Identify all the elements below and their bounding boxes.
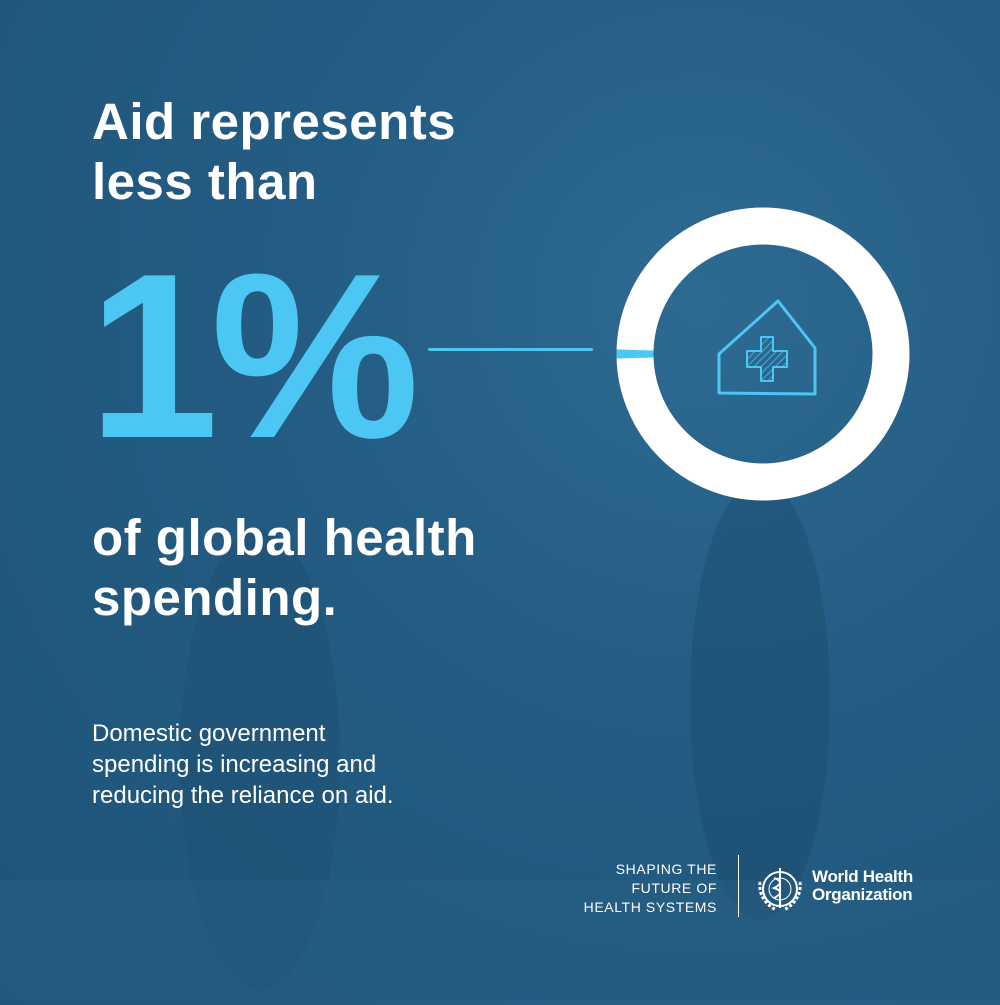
tagline: SHAPING THE FUTURE OF HEALTH SYSTEMS: [584, 860, 717, 917]
headline: Aid represents less than: [92, 92, 456, 212]
footer-divider: [738, 855, 739, 917]
who-emblem-logo: [752, 862, 808, 918]
headline-line: less than: [92, 152, 456, 212]
leader-line: [428, 348, 593, 351]
body-text: Domestic government spending is increasi…: [92, 718, 492, 811]
body-line: spending is increasing and: [92, 749, 492, 780]
subheadline: of global health spending.: [92, 508, 477, 628]
org-name-line: World Health: [812, 868, 913, 886]
body-line: Domestic government: [92, 718, 492, 749]
headline-line: Aid represents: [92, 92, 456, 152]
share-ring: [612, 204, 914, 506]
org-name-line: Organization: [812, 886, 913, 904]
stat-value: 1%: [88, 238, 412, 473]
tagline-line: HEALTH SYSTEMS: [584, 898, 717, 917]
tagline-line: FUTURE OF: [584, 879, 717, 898]
body-line: reducing the reliance on aid.: [92, 780, 492, 811]
org-name: World Health Organization: [812, 868, 913, 904]
hospital-house-cross-icon: [719, 301, 815, 394]
subheadline-line: of global health: [92, 508, 477, 568]
subheadline-line: spending.: [92, 568, 477, 628]
tagline-line: SHAPING THE: [584, 860, 717, 879]
